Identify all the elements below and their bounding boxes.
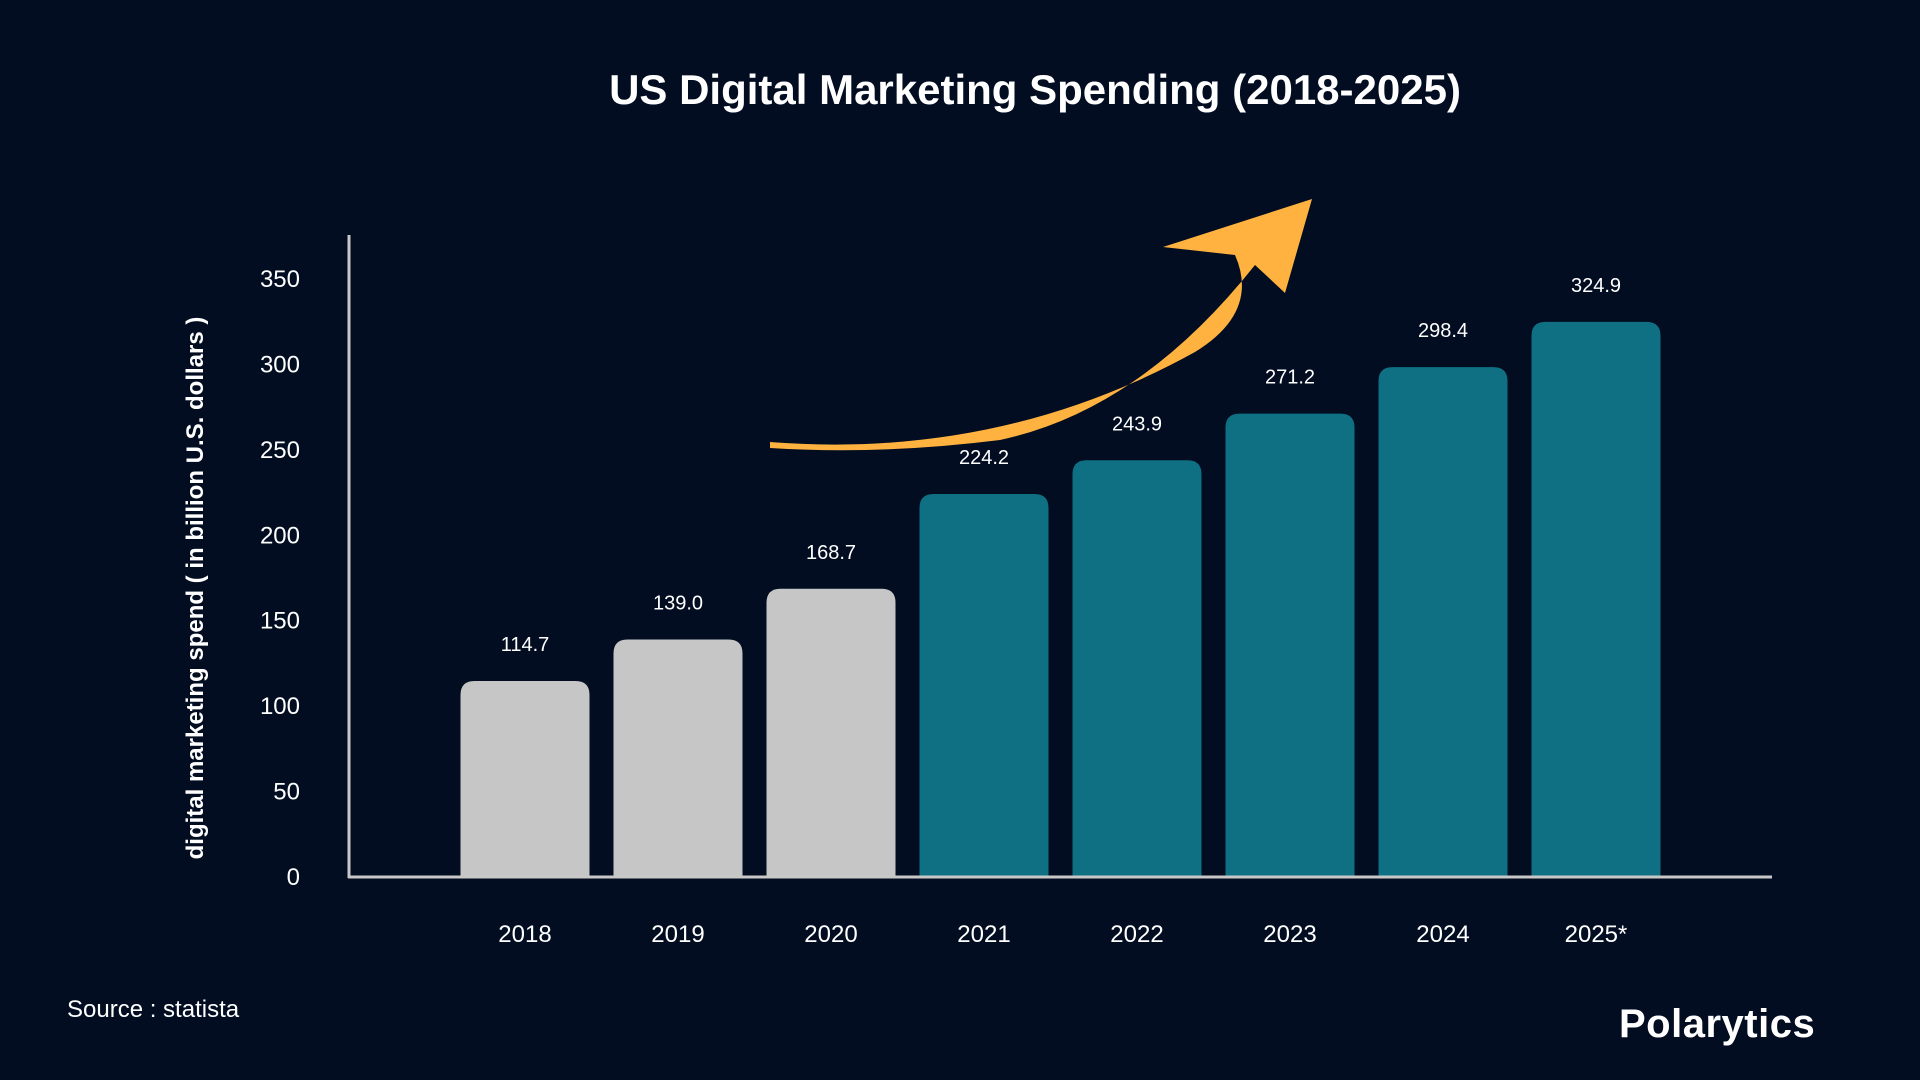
data-label: 243.9 [1112,413,1162,435]
chart-title: US Digital Marketing Spending (2018-2025… [609,66,1461,113]
source-note: Source : statista [67,996,240,1023]
x-tick-label: 2020 [804,921,857,948]
x-tick-label: 2021 [957,921,1010,948]
bar [919,493,1049,877]
data-label: 324.9 [1571,275,1621,297]
data-label: 168.7 [806,542,856,564]
y-tick-label: 100 [260,693,300,720]
bar [1378,367,1508,877]
bar [613,639,743,877]
bar [1072,460,1202,877]
data-label: 139.0 [653,593,703,615]
bar [1225,413,1355,877]
y-tick-label: 300 [260,351,300,378]
brand-logo: Polarytics [1619,1002,1816,1046]
data-label: 271.2 [1265,367,1315,389]
y-tick-label: 150 [260,608,300,635]
y-tick-label: 50 [273,779,300,806]
x-tick-label: 2025* [1565,921,1628,948]
data-label: 114.7 [501,634,550,656]
y-tick-label: 0 [287,864,300,891]
x-tick-label: 2019 [651,921,704,948]
x-tick-label: 2018 [498,921,551,948]
trend-arrow-icon [770,199,1312,451]
y-tick-label: 200 [260,522,300,549]
x-tick-label: 2023 [1263,921,1316,948]
data-label: 224.2 [959,447,1009,469]
y-tick-label: 350 [260,266,300,293]
bar [1531,321,1661,877]
y-axis-label: digital marketing spend ( in billion U.S… [182,316,209,860]
x-tick-label: 2024 [1416,921,1469,948]
data-label: 298.4 [1418,320,1468,342]
x-tick-label: 2022 [1110,921,1163,948]
y-tick-label: 250 [260,437,300,464]
bar [460,681,590,877]
bar [766,588,896,877]
